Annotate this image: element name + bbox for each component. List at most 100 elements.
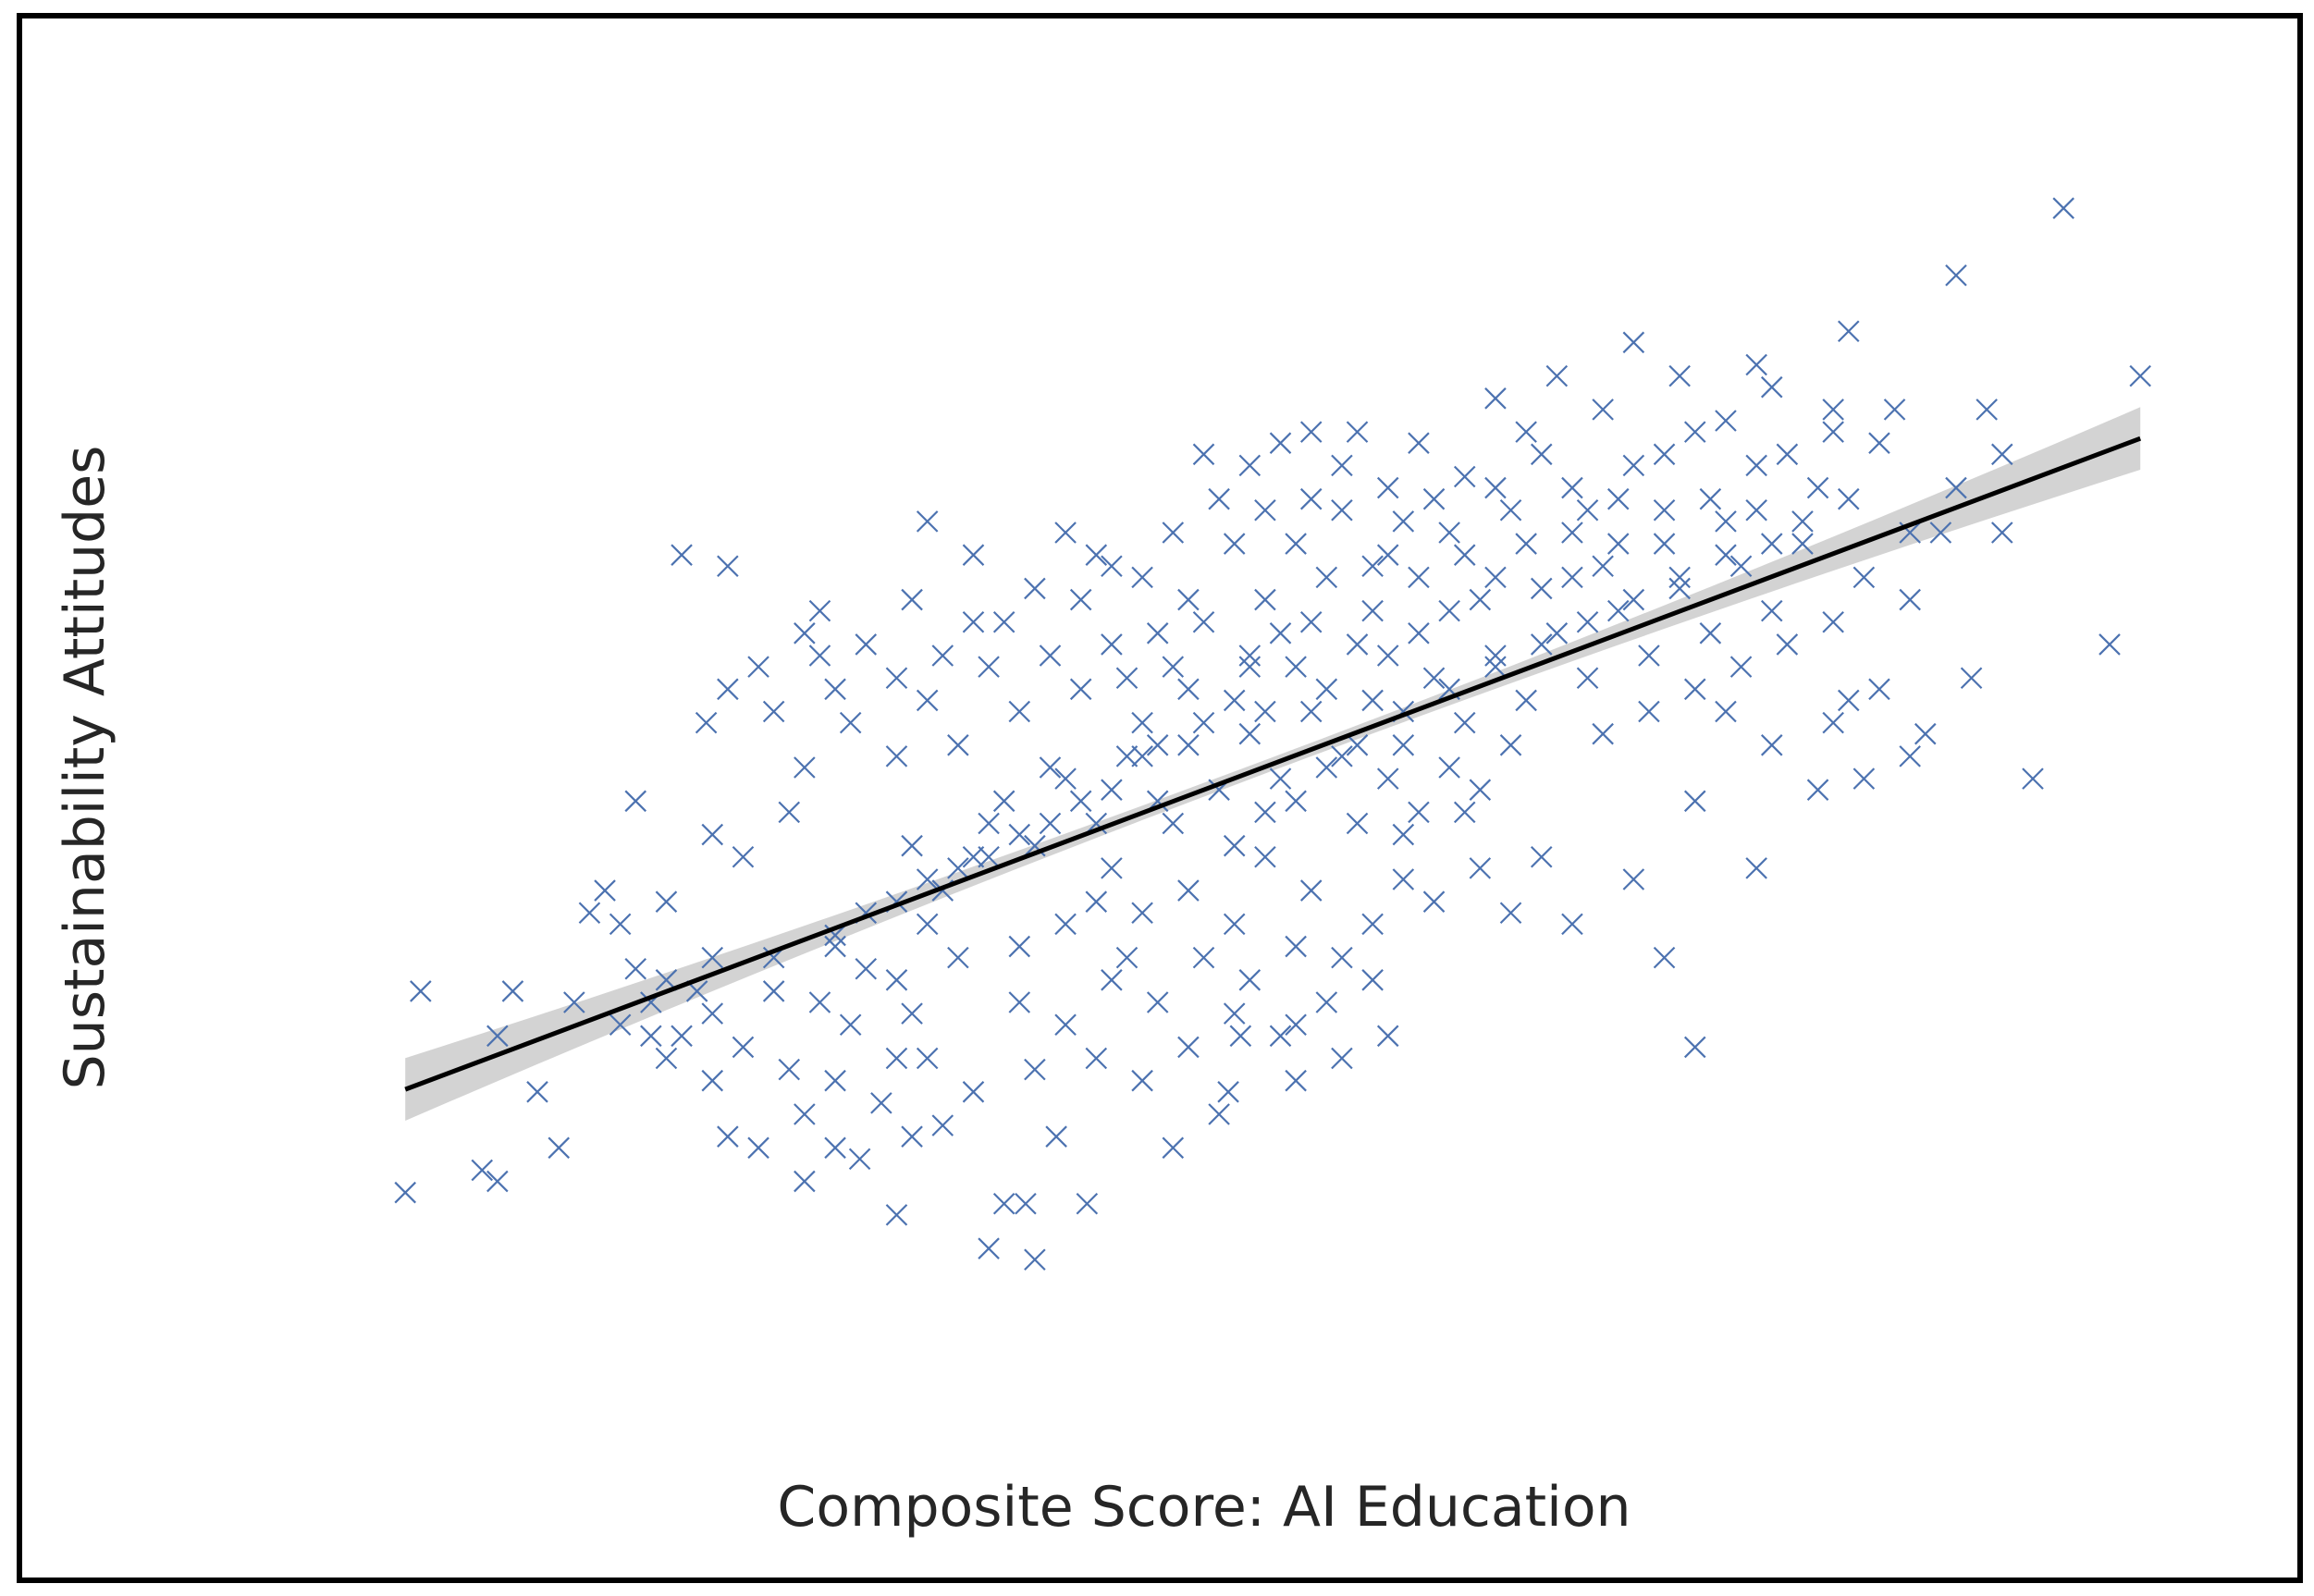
data-point [947, 857, 969, 879]
data-point [1024, 577, 1046, 600]
data-point [885, 745, 908, 767]
data-point [1299, 700, 1323, 723]
data-point [1729, 656, 1753, 678]
data-point [1069, 588, 1092, 611]
data-point [855, 633, 878, 656]
data-point [1822, 610, 1844, 633]
fit-line-layer [404, 436, 2142, 1092]
data-point [1515, 689, 1537, 712]
data-point [794, 1103, 816, 1125]
data-point [1699, 487, 1722, 510]
data-point [486, 1170, 509, 1193]
data-point [1254, 845, 1276, 868]
data-point [1299, 610, 1323, 633]
data-point [1408, 566, 1430, 589]
data-point [471, 1159, 494, 1182]
data-point [1530, 633, 1553, 656]
data-point [1852, 566, 1876, 589]
data-point [1453, 801, 1476, 824]
data-point [1991, 443, 2013, 466]
data-point [1760, 734, 1783, 756]
data-point [1499, 902, 1522, 925]
data-point [1008, 700, 1031, 723]
data-point [1315, 756, 1338, 779]
data-point [1622, 588, 1645, 611]
data-point [1085, 1047, 1108, 1070]
points-layer [394, 197, 2151, 1271]
data-point [701, 1069, 724, 1092]
data-point [609, 913, 632, 936]
data-point [1162, 812, 1185, 835]
data-point [2052, 197, 2074, 219]
data-point [824, 1136, 846, 1160]
data-point [1914, 722, 1937, 745]
data-point [594, 879, 616, 902]
data-point [901, 834, 923, 857]
data-point [1745, 498, 1767, 522]
data-point [671, 544, 693, 566]
data-point [1039, 756, 1062, 779]
data-point [1217, 1081, 1239, 1103]
data-point [410, 980, 432, 1002]
data-point [1101, 633, 1123, 656]
data-point [1561, 566, 1583, 589]
data-point [1223, 834, 1246, 857]
data-point [1453, 544, 1476, 566]
data-point [624, 957, 647, 980]
data-point [1299, 421, 1323, 443]
data-point [1868, 678, 1890, 701]
data-point [1331, 498, 1353, 522]
data-point [1223, 913, 1246, 936]
data-point [962, 845, 985, 868]
data-point [1238, 722, 1262, 745]
data-point [1806, 476, 1829, 499]
chart-frame: Composite Score: AI Education Sustainabi… [17, 13, 2303, 1583]
data-point [701, 946, 724, 969]
data-point [1115, 745, 1139, 767]
data-point [1285, 656, 1307, 678]
data-point [1776, 443, 1799, 466]
data-point [1392, 734, 1415, 756]
data-point [1269, 767, 1292, 790]
data-point [1331, 745, 1353, 767]
data-point [855, 957, 878, 980]
data-point [1638, 645, 1660, 667]
data-point [1101, 969, 1123, 991]
data-point [1162, 656, 1185, 678]
data-point [1085, 544, 1108, 566]
data-point [1499, 498, 1522, 522]
data-point [839, 711, 862, 734]
data-point [1715, 510, 1737, 533]
data-point [1115, 946, 1139, 969]
data-point [1776, 633, 1799, 656]
data-point [1576, 610, 1599, 633]
data-point [1115, 667, 1139, 690]
data-point [1008, 823, 1031, 846]
data-point [1285, 935, 1307, 958]
data-point [1422, 890, 1446, 913]
data-point [1192, 946, 1215, 969]
data-point [901, 588, 923, 611]
data-point [916, 1047, 939, 1070]
data-point [1146, 734, 1169, 756]
data-point [1076, 1192, 1099, 1215]
data-point [1254, 588, 1276, 611]
data-point [901, 1125, 923, 1148]
data-point [1899, 588, 1921, 611]
data-point [1331, 454, 1353, 477]
data-point [1638, 700, 1660, 723]
data-point [1069, 678, 1092, 701]
data-point [1561, 476, 1583, 499]
data-point [916, 913, 939, 936]
data-point [962, 1081, 985, 1103]
data-point [1745, 353, 1767, 376]
data-point [1683, 678, 1706, 701]
data-point [885, 667, 908, 690]
data-point [1991, 522, 2013, 544]
data-point [1899, 745, 1921, 767]
data-point [1606, 487, 1630, 510]
data-point [1484, 476, 1507, 499]
data-point [1208, 1103, 1230, 1125]
data-point [1438, 756, 1460, 779]
data-point [1361, 969, 1384, 991]
